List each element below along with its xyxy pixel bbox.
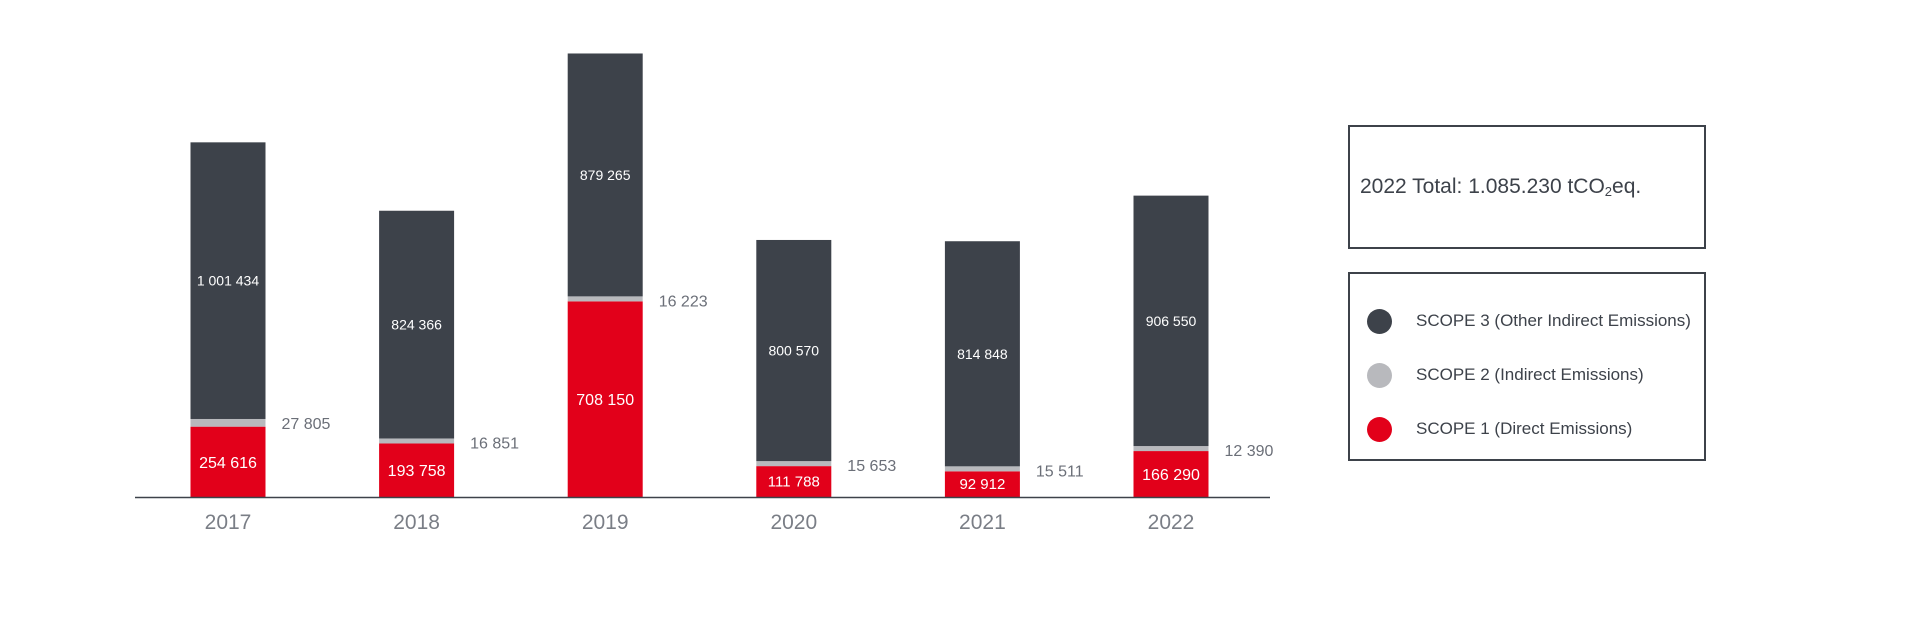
x-tick-label: 2018 — [393, 511, 440, 534]
scope3-bar — [944, 241, 1020, 467]
legend-label: SCOPE 2 (Indirect Emissions) — [1416, 365, 1644, 384]
scope2-value-label: 12 390 — [1225, 443, 1274, 460]
scope3-bar — [567, 53, 643, 297]
scope1-dot-icon — [1367, 416, 1392, 442]
scope2-bar — [944, 466, 1020, 472]
scope2-bar — [379, 438, 455, 444]
legend: SCOPE 3 (Other Indirect Emissions) SCOPE… — [1348, 272, 1706, 461]
legend-item-scope3: SCOPE 3 (Other Indirect Emissions) — [1350, 294, 1704, 348]
scope1-value-label: 166 290 — [1142, 467, 1200, 484]
scope1-value-label: 708 150 — [576, 392, 634, 409]
scope2-value-label: 15 653 — [847, 458, 896, 475]
legend-label: SCOPE 1 (Direct Emissions) — [1416, 419, 1633, 438]
legend-item-scope1: SCOPE 1 (Direct Emissions) — [1350, 402, 1704, 456]
scope3-bar — [1133, 195, 1209, 447]
x-tick-label: 2020 — [770, 511, 817, 534]
x-tick-label: 2022 — [1148, 511, 1195, 534]
scope3-value-label: 1 001 434 — [197, 273, 259, 289]
scope1-bar — [1133, 451, 1209, 497]
legend-item-scope2: SCOPE 2 (Indirect Emissions) — [1350, 348, 1704, 402]
scope1-value-label: 254 616 — [199, 455, 257, 472]
x-tick-label: 2021 — [959, 511, 1006, 534]
total-box: 2022 Total: 1.085.230 tCO2eq. — [1348, 125, 1706, 249]
scope2-bar — [567, 296, 643, 302]
scope3-dot-icon — [1367, 308, 1392, 334]
scope3-bar — [756, 239, 832, 462]
scope2-dot-icon — [1367, 362, 1392, 388]
scope3-bar — [379, 210, 455, 439]
scope1-bar — [756, 466, 832, 497]
x-tick-label: 2017 — [205, 511, 252, 534]
total-text: 2022 Total: 1.085.230 tCO2eq. — [1360, 175, 1642, 199]
scope1-bar — [190, 426, 266, 497]
scope3-value-label: 814 848 — [957, 346, 1008, 362]
scope3-value-label: 879 265 — [580, 167, 631, 183]
scope1-value-label: 193 758 — [388, 463, 446, 480]
scope2-bar — [190, 418, 266, 427]
scope1-bar — [567, 301, 643, 497]
scope2-bar — [756, 461, 832, 467]
scope2-value-label: 16 223 — [659, 293, 708, 310]
scope2-bar — [1133, 446, 1209, 452]
scope3-bar — [190, 142, 266, 419]
x-tick-label: 2019 — [582, 511, 629, 534]
scope2-value-label: 15 511 — [1036, 463, 1084, 480]
emissions-bar-chart: 254 616 27 805 1 001 434 2017 193 758 16 851 8… — [135, 53, 1274, 534]
scope3-value-label: 800 570 — [768, 343, 819, 359]
scope3-value-label: 906 550 — [1146, 313, 1197, 329]
scope1-bar — [944, 471, 1020, 497]
scope2-value-label: 27 805 — [282, 416, 331, 433]
scope2-value-label: 16 851 — [470, 435, 519, 452]
scope1-value-label: 111 788 — [768, 474, 820, 491]
legend-label: SCOPE 3 (Other Indirect Emissions) — [1416, 311, 1691, 330]
scope1-value-label: 92 912 — [959, 476, 1005, 493]
scope3-value-label: 824 366 — [391, 317, 442, 333]
scope1-bar — [379, 443, 455, 497]
